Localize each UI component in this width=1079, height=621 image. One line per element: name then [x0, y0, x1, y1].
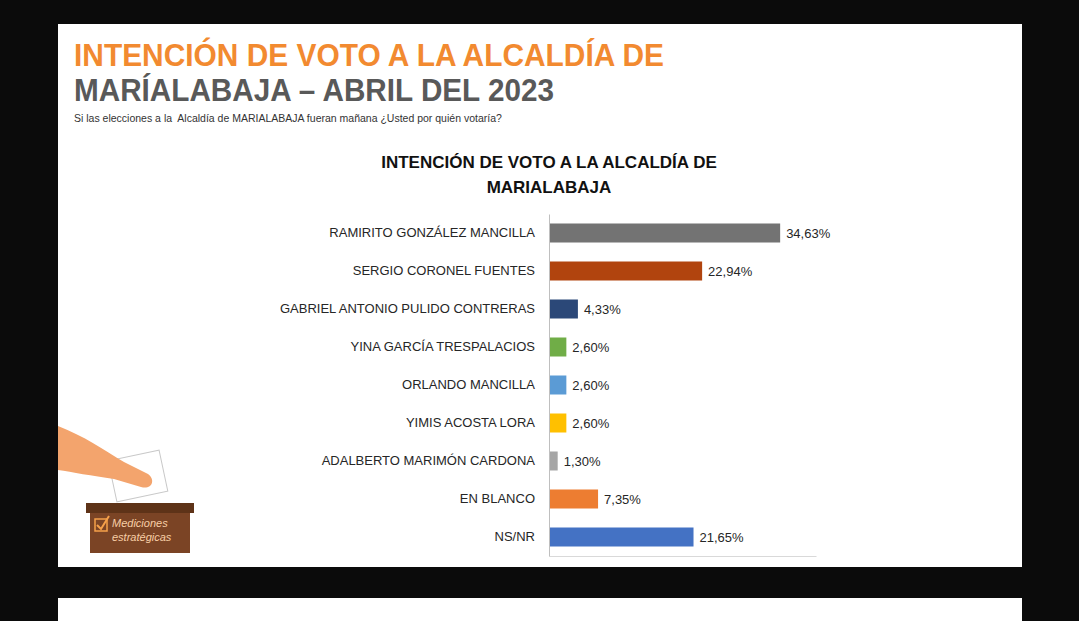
header-title: INTENCIÓN DE VOTO A LA ALCALDÍA DE	[74, 37, 664, 73]
y-tick-label: ORLANDO MANCILLA	[402, 377, 535, 392]
bar	[549, 414, 566, 433]
y-tick-label: GABRIEL ANTONIO PULIDO CONTRERAS	[280, 301, 535, 316]
data-label: 34,63%	[786, 226, 831, 241]
header-subtitle: Si las elecciones a la Alcaldía de MARIA…	[74, 112, 502, 124]
data-label: 1,30%	[564, 454, 601, 469]
data-label: 21,65%	[700, 530, 745, 545]
next-panel	[58, 598, 1022, 621]
y-tick-label: ADALBERTO MARIMÓN CARDONA	[322, 453, 536, 468]
y-tick-label: YIMIS ACOSTA LORA	[406, 415, 535, 430]
y-axis: RAMIRITO GONZÁLEZ MANCILLA SERGIO CORONEL…	[280, 215, 550, 557]
logo-text: Mediciones	[112, 517, 168, 529]
y-tick: EN BLANCO	[460, 491, 535, 506]
x-axis-line	[550, 556, 817, 557]
bar	[549, 528, 694, 547]
y-tick: SERGIO CORONEL FUENTES	[353, 263, 536, 278]
chart-canvas: INTENCIÓN DE VOTO A LA ALCALDÍA DEMARÍAL…	[0, 0, 1079, 621]
logo-text: estratégicas	[112, 531, 172, 543]
y-tick: RAMIRITO GONZÁLEZ MANCILLA	[329, 225, 535, 240]
y-tick: ADALBERTO MARIMÓN CARDONA	[322, 453, 536, 468]
y-tick: YINA GARCÍA TRESPALACIOS	[351, 339, 536, 354]
data-label: 22,94%	[708, 264, 753, 279]
y-tick-label: NS/NR	[495, 529, 535, 544]
bar	[549, 452, 558, 471]
y-tick-label: EN BLANCO	[460, 491, 535, 506]
y-tick: YIMIS ACOSTA LORA	[406, 415, 535, 430]
y-tick-label: SERGIO CORONEL FUENTES	[353, 263, 536, 278]
logo-check	[97, 516, 109, 529]
y-tick: ORLANDO MANCILLA	[402, 377, 535, 392]
bar	[549, 300, 578, 319]
logo: Mediciones estratégicas	[58, 426, 194, 553]
y-tick-label: YINA GARCÍA TRESPALACIOS	[351, 339, 536, 354]
bars	[549, 224, 780, 547]
bar	[549, 490, 598, 509]
bar	[549, 262, 702, 281]
logo-box-lid	[86, 503, 194, 513]
chart-title: INTENCIÓN DE VOTO A LA ALCALDÍA DEMARIAL…	[381, 153, 717, 197]
data-label: 2,60%	[572, 416, 609, 431]
y-axis-line	[549, 215, 550, 557]
y-tick: NS/NR	[495, 529, 535, 544]
logo-box	[90, 513, 190, 553]
x-axis	[550, 556, 817, 557]
y-tick-label: RAMIRITO GONZÁLEZ MANCILLA	[329, 225, 535, 240]
background	[0, 0, 1079, 621]
bar	[549, 376, 566, 395]
data-label: 2,60%	[572, 340, 609, 355]
data-label: 2,60%	[572, 378, 609, 393]
bar	[549, 224, 780, 243]
data-label: 7,35%	[604, 492, 641, 507]
y-tick: GABRIEL ANTONIO PULIDO CONTRERAS	[280, 301, 535, 316]
panel	[58, 24, 1022, 567]
bar	[549, 338, 566, 357]
header-title: MARÍALABAJA – ABRIL DEL 2023	[74, 72, 554, 108]
logo-hand	[58, 426, 152, 488]
data-label: 4,33%	[584, 302, 621, 317]
